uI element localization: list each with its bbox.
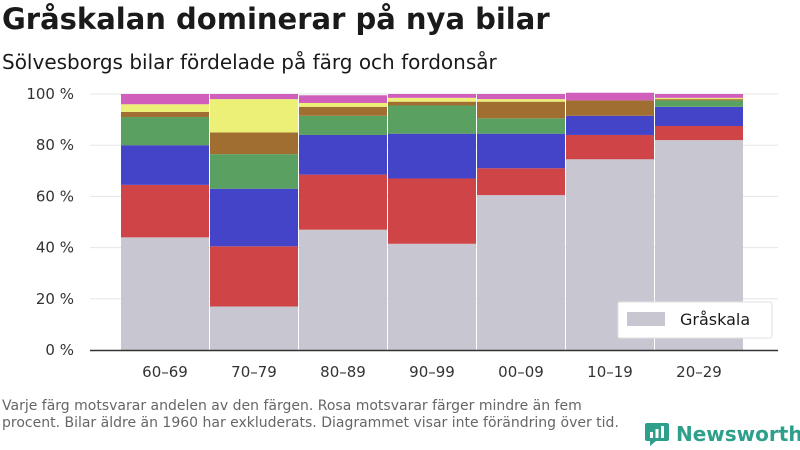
bar-segment — [121, 117, 209, 146]
brand-name: Newsworthy — [676, 422, 800, 446]
y-tick-label: 40 % — [36, 239, 74, 257]
bar-segment — [655, 94, 743, 98]
y-tick-label: 100 % — [26, 85, 74, 103]
chart-legend: Gråskala — [617, 301, 773, 339]
bar-segment — [655, 97, 743, 100]
bar-segment — [388, 133, 476, 179]
y-tick-label: 60 % — [36, 187, 74, 205]
bar-segment — [210, 154, 298, 189]
bar-segment — [210, 306, 298, 350]
bar-segment — [388, 97, 476, 102]
newsworthy-logo-icon — [645, 423, 669, 446]
bar-segment — [121, 94, 209, 105]
bar-segment — [477, 101, 565, 119]
y-tick-label: 80 % — [36, 136, 74, 154]
bar-segment — [655, 106, 743, 126]
bar-segment — [210, 246, 298, 307]
bar-segment — [121, 104, 209, 112]
legend-swatch-graskala — [627, 312, 665, 326]
bar-segment — [299, 115, 387, 135]
bar-segment — [388, 243, 476, 350]
bar-segment — [477, 99, 565, 102]
x-tick-label: 70–79 — [231, 363, 277, 381]
bar-segment — [655, 100, 743, 107]
legend-label-graskala: Gråskala — [680, 310, 750, 329]
chart-subtitle: Sölvesborgs bilar fördelade på färg och … — [2, 50, 497, 74]
bar-segment — [655, 99, 743, 101]
bar-segment — [388, 105, 476, 134]
legend-box — [617, 301, 773, 339]
bar-segment — [299, 229, 387, 350]
x-tick-label: 10–19 — [587, 363, 633, 381]
bar-segment — [121, 237, 209, 350]
bar-segment — [388, 94, 476, 98]
x-tick-label: 90–99 — [409, 363, 455, 381]
bar-segment — [388, 101, 476, 106]
bar-segment — [477, 195, 565, 350]
bar-segment — [477, 133, 565, 169]
bar-segment — [566, 92, 654, 101]
bar-segment — [299, 106, 387, 116]
y-tick-label: 0 % — [45, 341, 74, 359]
bar-segment — [121, 184, 209, 238]
bar-segment — [566, 134, 654, 160]
bar-segment — [655, 126, 743, 141]
bar-segment — [210, 94, 298, 100]
bar-segment — [388, 178, 476, 244]
brand-logo[interactable]: Newsworthy — [644, 420, 800, 448]
x-tick-label: 80–89 — [320, 363, 366, 381]
bar-segment — [210, 188, 298, 247]
x-tick-label: 20–29 — [676, 363, 722, 381]
x-tick-label: 00–09 — [498, 363, 544, 381]
bar-segment — [121, 145, 209, 185]
bar-segment — [121, 111, 209, 118]
x-tick-label: 60–69 — [142, 363, 188, 381]
bar-segment — [477, 118, 565, 134]
footnote: Varje färg motsvarar andelen av den färg… — [2, 398, 619, 431]
y-tick-label: 20 % — [36, 290, 74, 308]
bars — [121, 92, 743, 350]
bar-segment — [210, 99, 298, 133]
bar-segment — [477, 94, 565, 100]
chart-title: Gråskalan dominerar på nya bilar — [2, 2, 550, 36]
stacked-bar-chart: 0 % 20 % 40 % 60 % 80 % 100 % 60–69 70–79 80–89 9… — [26, 85, 778, 381]
bar-segment — [566, 115, 654, 135]
axes: 0 % 20 % 40 % 60 % 80 % 100 % 60–69 70–79 80–89 9… — [26, 85, 778, 381]
bar-segment — [299, 134, 387, 175]
bar-segment — [299, 174, 387, 230]
bar-segment — [210, 132, 298, 155]
bar-segment — [477, 168, 565, 196]
bar-segment — [299, 102, 387, 107]
bar-segment — [566, 100, 654, 116]
bar-segment — [299, 95, 387, 103]
